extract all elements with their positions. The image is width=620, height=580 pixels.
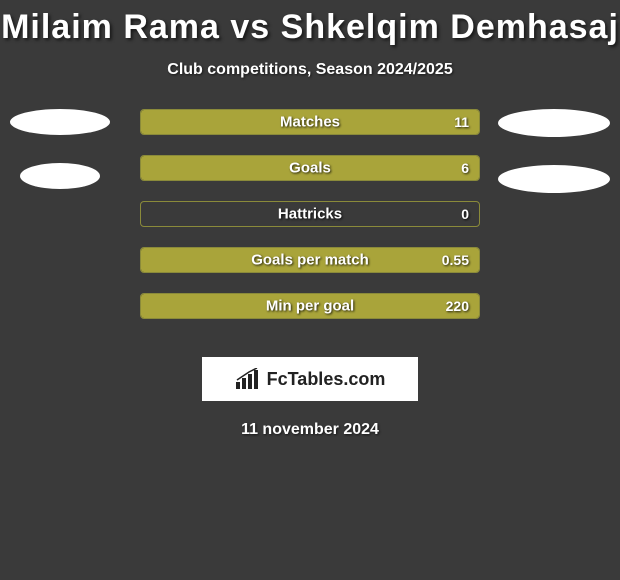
stat-bar-value: 0 [461,206,469,222]
stat-bar-label: Matches [280,114,340,131]
left-oval [20,163,100,189]
stat-bar-value: 220 [446,298,469,314]
right-player-placeholders [498,109,610,221]
stat-bar: Goals per match 0.55 [140,247,480,273]
left-player-placeholders [10,109,110,217]
stat-bar-label: Min per goal [266,298,354,315]
bar-chart-icon [235,368,261,390]
brand-box: FcTables.com [202,357,418,401]
stat-bar-label: Goals per match [251,252,369,269]
stat-bar-value: 11 [454,114,469,130]
comparison-chart: Matches 11 Goals 6 Hattricks 0 Goals per match… [0,109,620,349]
stat-bar: Goals 6 [140,155,480,181]
brand-name: FcTables.com [267,369,386,390]
stat-bar: Hattricks 0 [140,201,480,227]
stat-bar-label: Hattricks [278,206,342,223]
stat-bar-value: 0.55 [442,252,469,268]
right-oval [498,165,610,193]
stat-bar: Matches 11 [140,109,480,135]
stat-bar-value: 6 [461,160,469,176]
left-oval [10,109,110,135]
stat-bar-label: Goals [289,160,331,177]
right-oval [498,109,610,137]
footer-date: 11 november 2024 [0,421,620,439]
stat-bar: Min per goal 220 [140,293,480,319]
page-title: Milaim Rama vs Shkelqim Demhasaj [0,0,620,47]
stat-bars: Matches 11 Goals 6 Hattricks 0 Goals per match… [140,109,480,339]
page-subtitle: Club competitions, Season 2024/2025 [0,61,620,79]
